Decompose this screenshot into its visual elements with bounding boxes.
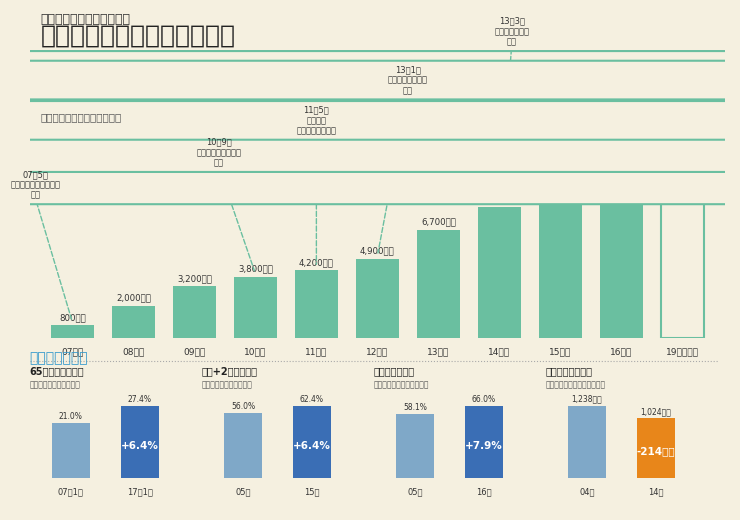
Bar	[637, 418, 675, 478]
Bar	[539, 177, 582, 338]
Text: 65歳以上人口比率: 65歳以上人口比率	[30, 367, 84, 376]
Text: 3,800億円: 3,800億円	[238, 265, 273, 274]
Bar	[478, 206, 521, 338]
Text: 05年: 05年	[235, 488, 251, 497]
Text: 66.0%: 66.0%	[471, 395, 496, 404]
Text: 小売店舗数の推移: 小売店舗数の推移	[546, 367, 593, 376]
Text: 16年度: 16年度	[610, 348, 633, 357]
Text: 15年: 15年	[304, 488, 320, 497]
Text: +7.9%: +7.9%	[465, 440, 502, 451]
Text: 15年度: 15年度	[549, 348, 571, 357]
Text: セブンプレミアムの売上推移: セブンプレミアムの売上推移	[41, 112, 122, 122]
Bar	[51, 325, 94, 338]
Bar	[356, 259, 399, 338]
Bar	[112, 306, 155, 338]
Text: 3,200億円: 3,200億円	[177, 274, 212, 283]
Circle shape	[0, 12, 740, 51]
Text: 09年度: 09年度	[184, 348, 206, 357]
Text: +6.4%: +6.4%	[121, 440, 158, 451]
Text: 58.1%: 58.1%	[403, 404, 427, 412]
Text: 07年度: 07年度	[61, 348, 84, 357]
Text: （総務省「労働力調査」）: （総務省「労働力調査」）	[374, 381, 429, 389]
Text: 62.4%: 62.4%	[300, 395, 324, 404]
Text: 8,150億円: 8,150億円	[482, 194, 517, 203]
Text: 08年度: 08年度	[122, 348, 144, 357]
Circle shape	[0, 165, 740, 204]
Text: 1兆10億円: 1兆10億円	[545, 164, 576, 174]
Text: 6,700億円: 6,700億円	[421, 218, 456, 227]
Text: -214千店: -214千店	[636, 446, 675, 457]
Circle shape	[0, 133, 740, 172]
Text: 社会環境の変化: 社会環境の変化	[30, 351, 88, 365]
Bar	[600, 96, 643, 338]
Text: 女性の就業比率: 女性の就業比率	[374, 367, 415, 376]
Text: 13年度: 13年度	[427, 348, 449, 357]
Text: 21.0%: 21.0%	[59, 412, 83, 421]
Text: 12年度: 12年度	[366, 348, 389, 357]
Text: 社会環境の変化を追い風に: 社会環境の変化を追い風に	[41, 13, 131, 26]
Text: +6.4%: +6.4%	[293, 440, 331, 451]
Text: 13年3月
「金の食パン」
販売: 13年3月 「金の食パン」 販売	[494, 17, 529, 47]
Text: 14年: 14年	[648, 488, 664, 497]
Text: 1兆5,000億円: 1兆5,000億円	[660, 84, 705, 93]
Bar	[417, 230, 460, 338]
Text: 11年度: 11年度	[306, 348, 328, 357]
Text: 単身+2人世帯比率: 単身+2人世帯比率	[201, 367, 258, 376]
Text: 27.4%: 27.4%	[128, 395, 152, 404]
Text: 56.0%: 56.0%	[231, 402, 255, 411]
Text: （総務省「人口推計」）: （総務省「人口推計」）	[30, 381, 81, 389]
Text: 17年1月: 17年1月	[127, 488, 152, 497]
Bar	[224, 413, 262, 478]
Text: （経済産業省「商業統計」）: （経済産業省「商業統計」）	[546, 381, 606, 389]
Text: 800億円: 800億円	[59, 313, 86, 322]
Text: 11年5月
新ロゴと
パッケージに変更: 11年5月 新ロゴと パッケージに変更	[297, 106, 337, 135]
Text: 19年度計画: 19年度計画	[666, 348, 699, 357]
Text: 10年9月
「セブンゴールド」
誕生: 10年9月 「セブンゴールド」 誕生	[196, 138, 241, 167]
Text: 1,024千店: 1,024千店	[640, 407, 671, 417]
Bar	[173, 287, 215, 338]
Text: 07年5月
「セブンプレミアム」
誕生: 07年5月 「セブンプレミアム」 誕生	[10, 170, 61, 200]
Text: 14年度: 14年度	[488, 348, 511, 357]
Text: 1兆1,500億円: 1兆1,500億円	[599, 84, 645, 93]
Text: 国内最大級のブランドに成長: 国内最大級のブランドに成長	[41, 23, 236, 47]
Bar	[396, 414, 434, 478]
Text: 16年: 16年	[476, 488, 491, 497]
Bar	[661, 96, 704, 338]
Text: 4,200億円: 4,200億円	[299, 258, 334, 267]
Circle shape	[0, 61, 740, 99]
Text: 07年1月: 07年1月	[58, 488, 84, 497]
Bar	[293, 406, 331, 478]
Bar	[295, 270, 337, 338]
Text: 10年度: 10年度	[244, 348, 266, 357]
Text: 13年1月
「セブンカフェ」
販売: 13年1月 「セブンカフェ」 販売	[388, 65, 428, 95]
Bar	[568, 406, 606, 478]
Bar	[465, 406, 502, 478]
Text: 2,000億円: 2,000億円	[116, 293, 151, 303]
Bar	[121, 406, 158, 478]
Bar	[52, 423, 90, 478]
Circle shape	[0, 101, 740, 140]
Bar	[234, 277, 277, 338]
Text: 05年: 05年	[407, 488, 423, 497]
Text: 04年: 04年	[579, 488, 595, 497]
Text: 4,900億円: 4,900億円	[360, 247, 394, 256]
Text: （総務省「国勢調査」）: （総務省「国勢調査」）	[201, 381, 252, 389]
Text: 1,238千店: 1,238千店	[572, 395, 602, 404]
